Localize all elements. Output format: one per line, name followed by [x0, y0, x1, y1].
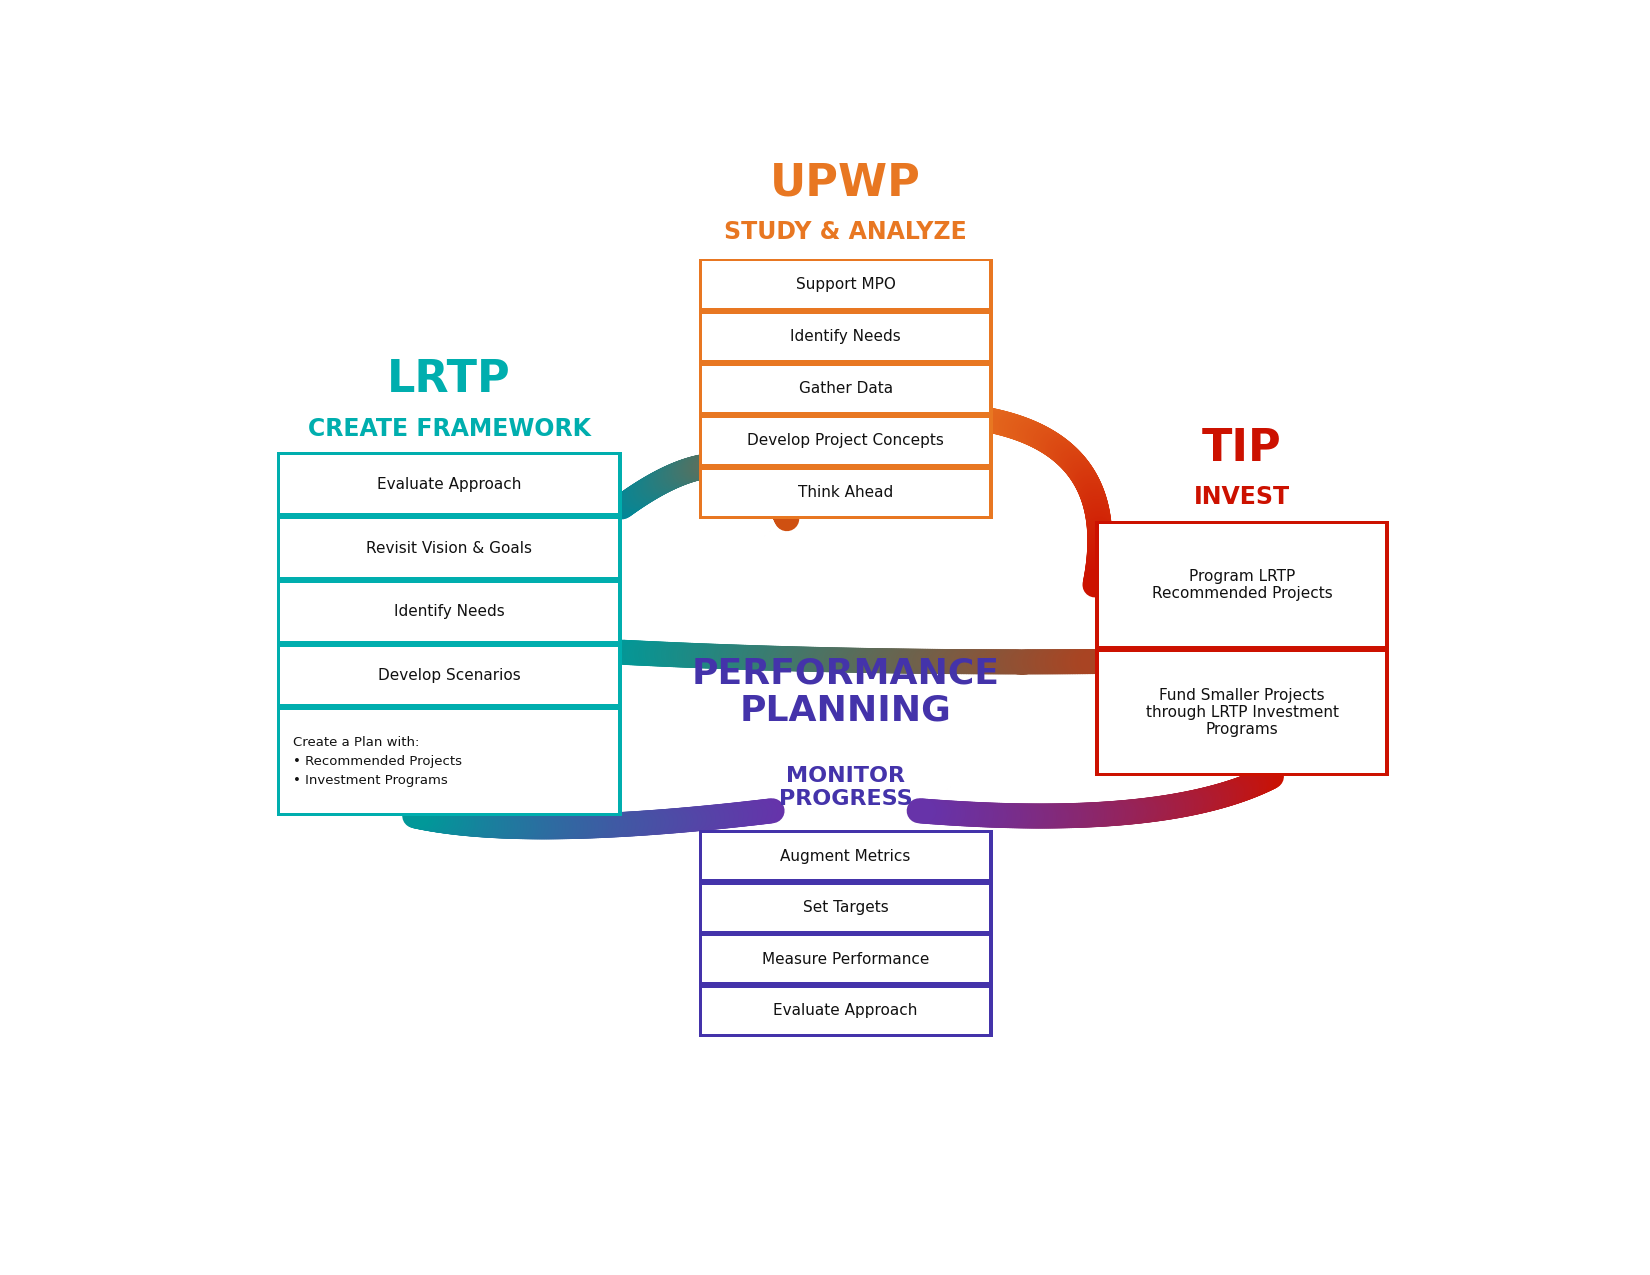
Bar [698, 259, 993, 519]
Text: Gather Data: Gather Data [799, 381, 893, 397]
Text: Fund Smaller Projects
through LRTP Investment
Programs: Fund Smaller Projects through LRTP Inves… [1145, 687, 1338, 737]
Text: Augment Metrics: Augment Metrics [780, 849, 911, 863]
Bar [1099, 652, 1386, 774]
Text: TIP: TIP [1203, 427, 1282, 470]
Bar [703, 261, 988, 307]
Text: Think Ahead: Think Ahead [799, 486, 893, 500]
Text: UPWP: UPWP [771, 162, 921, 204]
Polygon shape [919, 780, 959, 811]
Bar [277, 453, 622, 816]
Text: Identify Needs: Identify Needs [790, 329, 901, 344]
Bar [280, 646, 619, 704]
Text: Revisit Vision & Goals: Revisit Vision & Goals [366, 541, 533, 556]
Bar [280, 455, 619, 514]
Bar [1099, 524, 1386, 646]
Text: CREATE FRAMEWORK: CREATE FRAMEWORK [307, 417, 591, 441]
Text: Identify Needs: Identify Needs [394, 604, 505, 620]
Text: PERFORMANCE
PLANNING: PERFORMANCE PLANNING [691, 657, 1000, 727]
Bar [698, 830, 993, 1037]
Text: Develop Scenarios: Develop Scenarios [378, 668, 521, 683]
Bar [703, 418, 988, 464]
Bar [703, 469, 988, 516]
Bar [703, 366, 988, 412]
Bar [703, 834, 988, 878]
Text: Evaluate Approach: Evaluate Approach [376, 477, 521, 492]
Text: Set Targets: Set Targets [804, 900, 888, 915]
Text: Measure Performance: Measure Performance [762, 951, 929, 966]
Text: Support MPO: Support MPO [795, 277, 896, 292]
Bar [280, 710, 619, 812]
Bar [703, 988, 988, 1034]
Text: Program LRTP
Recommended Projects: Program LRTP Recommended Projects [1152, 569, 1333, 602]
Polygon shape [1056, 662, 1096, 691]
Text: LRTP: LRTP [388, 358, 512, 402]
Bar [280, 583, 619, 640]
Text: Evaluate Approach: Evaluate Approach [774, 1003, 917, 1019]
Bar [1096, 521, 1389, 776]
Bar [703, 885, 988, 931]
Bar [280, 519, 619, 578]
Text: STUDY & ANALYZE: STUDY & ANALYZE [724, 219, 967, 244]
Polygon shape [756, 514, 792, 542]
Polygon shape [414, 783, 457, 816]
Bar [703, 314, 988, 360]
Text: Create a Plan with:
• Recommended Projects
• Investment Programs: Create a Plan with: • Recommended Projec… [294, 736, 462, 787]
Text: INVEST: INVEST [1195, 486, 1290, 510]
Text: Develop Project Concepts: Develop Project Concepts [747, 434, 944, 448]
Text: MONITOR
PROGRESS: MONITOR PROGRESS [779, 766, 912, 808]
Polygon shape [1082, 566, 1120, 595]
Bar [703, 936, 988, 982]
